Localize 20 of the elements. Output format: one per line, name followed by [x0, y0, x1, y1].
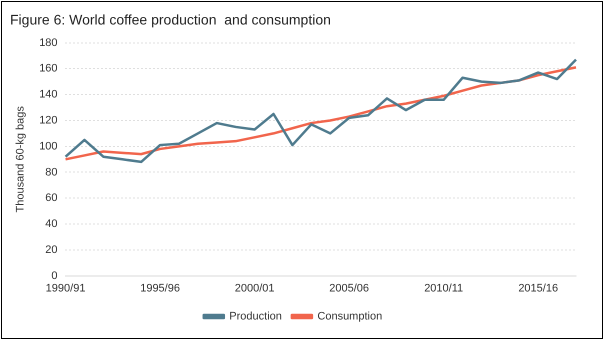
- y-tick-label: 100: [39, 140, 58, 152]
- x-tick-label: 2015/16: [518, 282, 558, 294]
- x-tick-label: 2000/01: [234, 282, 274, 294]
- y-tick-label: 0: [51, 270, 58, 282]
- y-tick-label: 20: [45, 244, 58, 256]
- x-tick-label: 2005/06: [329, 282, 370, 294]
- chart-title: Figure 6: World coffee production and consumption: [10, 11, 331, 28]
- y-tick-label: 180: [39, 36, 58, 49]
- y-tick-label: 140: [39, 88, 58, 101]
- legend-label: Production: [229, 310, 282, 323]
- y-tick-label: 40: [45, 218, 58, 230]
- y-tick-label: 60: [45, 192, 58, 204]
- x-tick-label: 1990/91: [46, 282, 86, 294]
- x-tick-label: 2010/11: [424, 282, 464, 294]
- x-tick-label: 1995/96: [140, 282, 180, 294]
- y-tick-label: 120: [39, 114, 58, 126]
- y-tick-label: 160: [39, 62, 58, 75]
- legend-label: Consumption: [317, 310, 382, 323]
- y-axis-title: Thousand 60-kg bags: [14, 106, 27, 213]
- y-tick-label: 80: [45, 166, 58, 178]
